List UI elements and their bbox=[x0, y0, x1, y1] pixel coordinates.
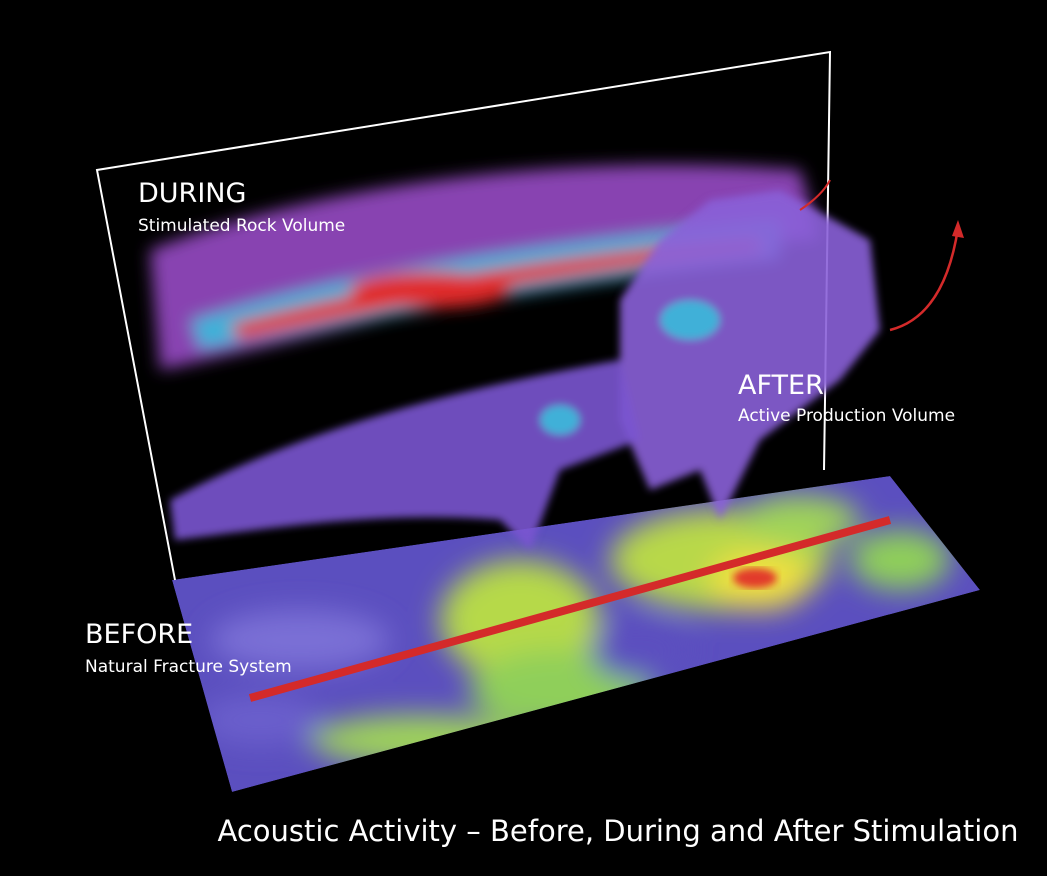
label-title: DURING bbox=[138, 178, 246, 209]
scene: DURING Stimulated Rock Volume AFTER Acti… bbox=[0, 0, 1047, 876]
caption: Acoustic Activity – Before, During and A… bbox=[218, 814, 1019, 848]
label-title: AFTER bbox=[738, 370, 824, 401]
label-title: BEFORE bbox=[85, 619, 193, 650]
page: DURING Stimulated Rock Volume AFTER Acti… bbox=[0, 0, 1047, 876]
label-subtitle: Natural Fracture System bbox=[85, 657, 292, 677]
label-subtitle: Active Production Volume bbox=[738, 406, 955, 426]
label-subtitle: Stimulated Rock Volume bbox=[138, 216, 345, 236]
